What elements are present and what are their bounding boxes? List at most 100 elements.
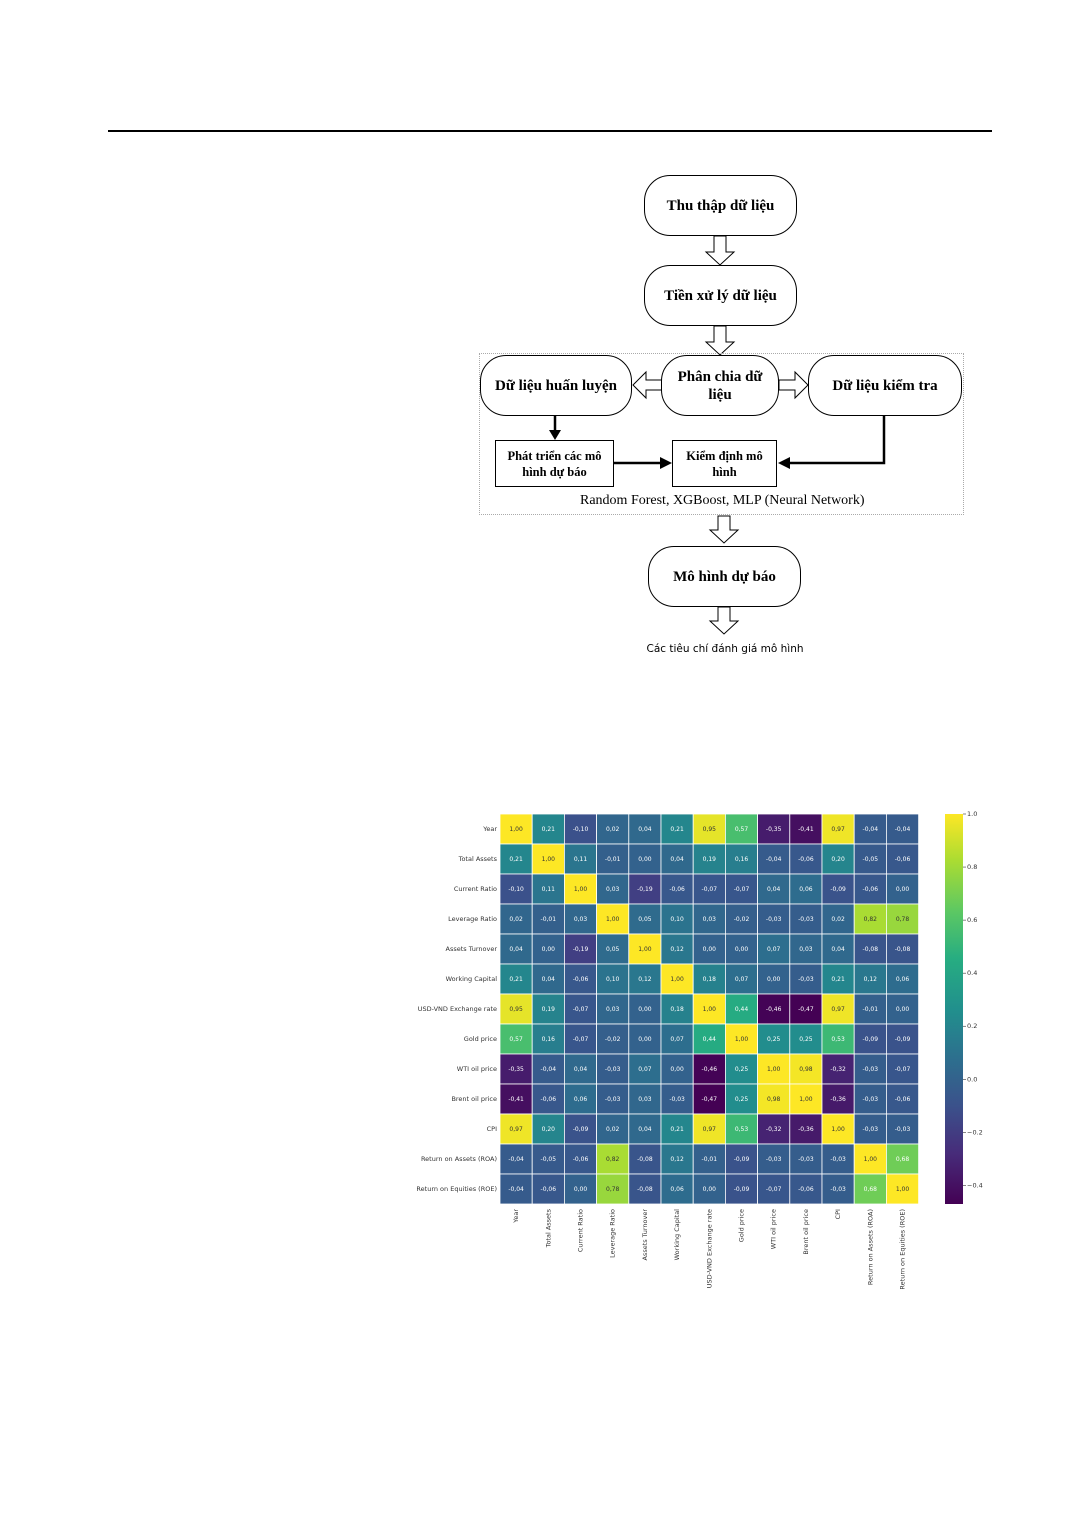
heatmap-cell: [789, 1173, 823, 1205]
cell-label: 0,06: [670, 1186, 684, 1193]
cell-label: 1,00: [542, 856, 556, 863]
column-label: CPI: [834, 1209, 842, 1219]
cell-label: 0,05: [606, 946, 620, 953]
cell-label: 0,12: [670, 1156, 684, 1163]
column-label: Return on Assets (ROA): [866, 1209, 874, 1285]
cell-label: -0,09: [734, 1156, 750, 1163]
cell-label: 0,00: [735, 946, 749, 953]
column-label: Assets Turnover: [641, 1209, 649, 1261]
heatmap-cell: [886, 1113, 920, 1145]
cell-label: 0,02: [606, 1126, 620, 1133]
heatmap-cell: [789, 813, 823, 845]
column-label: Total Assets: [544, 1208, 552, 1248]
cell-label: -0,03: [830, 1186, 846, 1193]
flowchart-arrows: [549, 235, 886, 635]
cell-label: -0,03: [863, 1126, 879, 1133]
arrow-down-icon: [704, 325, 736, 356]
cell-label: -0,03: [766, 1156, 782, 1163]
arrow-head-icon: [660, 457, 672, 469]
cell-label: -0,09: [573, 1126, 589, 1133]
heatmap-cell: [628, 1173, 662, 1205]
arrow-down-icon: [704, 235, 736, 266]
cell-label: -0,04: [508, 1156, 524, 1163]
cell-label: 0,20: [542, 1126, 556, 1133]
cell-label: 0,00: [638, 1006, 652, 1013]
heatmap-cell: [853, 1143, 887, 1175]
cell-label: -0,07: [573, 1006, 589, 1013]
cell-label: -0,06: [863, 886, 879, 893]
row-label: CPI: [487, 1125, 497, 1133]
cell-label: 0,21: [670, 826, 684, 833]
colorbar-tick-label: 0.0: [967, 1075, 977, 1083]
cell-label: 0,00: [670, 1066, 684, 1073]
heatmap-cell: [628, 933, 662, 965]
heatmap-cell: [789, 903, 823, 935]
cell-label: 0,97: [703, 1126, 717, 1133]
cell-label: 0,97: [509, 1126, 523, 1133]
column-label: Current Ratio: [577, 1209, 585, 1252]
arrow-head-icon: [778, 457, 790, 469]
heatmap-cell: [725, 843, 759, 875]
row-label: Return on Assets (ROA): [421, 1155, 497, 1163]
cell-label: 0,11: [542, 886, 556, 893]
cell-label: 0,21: [542, 826, 556, 833]
cell-label: -0,03: [895, 1126, 911, 1133]
colorbar-tick-label: −0.4: [967, 1181, 983, 1189]
cell-label: 0,00: [638, 1036, 652, 1043]
heatmap-cell: [531, 1023, 565, 1055]
heatmap-cell: [853, 813, 887, 845]
cell-label: -0,32: [766, 1126, 782, 1133]
cell-label: 0,07: [638, 1066, 652, 1073]
heatmap-cell: [757, 1023, 791, 1055]
heatmap-cell: [692, 1083, 726, 1115]
heatmap-cell: [499, 1053, 533, 1085]
cell-label: 0,82: [864, 916, 878, 923]
cell-label: -0,03: [863, 1096, 879, 1103]
cell-label: 0,10: [606, 976, 620, 983]
cell-label: 0,18: [703, 976, 717, 983]
cell-label: -0,08: [863, 946, 879, 953]
cell-label: -0,04: [541, 1066, 557, 1073]
row-label: Year: [482, 825, 497, 833]
node-validate: Kiểm định mô hình: [672, 440, 777, 487]
cell-label: -0,47: [702, 1096, 718, 1103]
cell-label: -0,03: [863, 1066, 879, 1073]
cell-label: 0,04: [542, 976, 556, 983]
cell-label: 1,00: [606, 916, 620, 923]
heatmap-cell: [821, 963, 855, 995]
heatmap-cell: [531, 1083, 565, 1115]
row-label: USD-VND Exchange rate: [418, 1005, 497, 1013]
cell-label: 0,57: [735, 826, 749, 833]
heatmap-cell: [596, 903, 630, 935]
cell-label: -0,08: [637, 1156, 653, 1163]
cell-label: 0,95: [703, 826, 717, 833]
heatmap-cell: [725, 993, 759, 1025]
cell-label: -0,03: [830, 1156, 846, 1163]
cell-label: 0,57: [509, 1036, 523, 1043]
heatmap-cell: [531, 933, 565, 965]
cell-label: 0,16: [542, 1036, 556, 1043]
heatmap-cell: [757, 873, 791, 905]
cell-label: 1,00: [703, 1006, 717, 1013]
cell-label: -0,19: [573, 946, 589, 953]
cell-label: -0,01: [702, 1156, 718, 1163]
cell-label: 1,00: [638, 946, 652, 953]
heatmap-cell: [531, 1143, 565, 1175]
cell-label: 0,25: [735, 1096, 749, 1103]
cell-label: 0,78: [896, 916, 910, 923]
cell-label: 0,00: [574, 1186, 588, 1193]
heatmap-cell: [757, 903, 791, 935]
colorbar-tick-label: −0.2: [967, 1128, 983, 1136]
cell-label: -0,06: [541, 1186, 557, 1193]
cell-label: -0,03: [669, 1096, 685, 1103]
cell-label: 1,00: [864, 1156, 878, 1163]
heatmap-cell: [531, 1173, 565, 1205]
cell-label: -0,19: [637, 886, 653, 893]
cell-label: -0,41: [798, 826, 814, 833]
colorbar-tick-label: 1.0: [967, 810, 977, 818]
cell-label: -0,03: [798, 1156, 814, 1163]
cell-label: 0,10: [670, 916, 684, 923]
node-train: Dữ liệu huấn luyện: [480, 355, 632, 416]
cell-label: -0,46: [766, 1006, 782, 1013]
cell-label: 0,12: [864, 976, 878, 983]
